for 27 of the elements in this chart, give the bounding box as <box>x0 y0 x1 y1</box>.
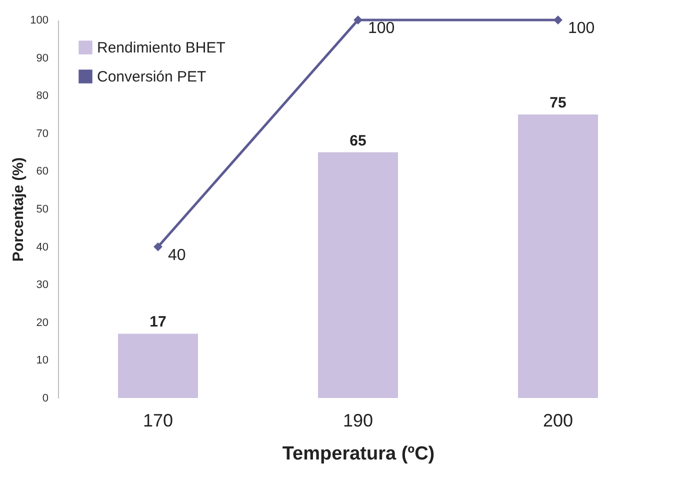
y-tick-label: 20 <box>36 316 48 329</box>
data-label: 17 <box>150 314 166 331</box>
data-label: 65 <box>350 132 366 150</box>
y-tick-label: 90 <box>36 52 48 64</box>
y-tick-label: 40 <box>36 241 48 254</box>
data-label: 75 <box>550 94 566 112</box>
y-tick-label: 30 <box>36 279 48 292</box>
x-axis-title: Temperatura (ºC) <box>282 444 435 464</box>
y-tick-label: 50 <box>36 204 48 216</box>
data-label: 40 <box>168 246 186 264</box>
data-label: 100 <box>568 20 595 37</box>
bar <box>118 334 198 398</box>
y-tick-label: 100 <box>30 14 48 26</box>
x-tick-label: 170 <box>142 410 174 430</box>
bar <box>518 114 598 398</box>
data-label: 100 <box>368 20 395 37</box>
y-tick-label: 10 <box>36 354 48 367</box>
legend-label: Conversión PET <box>97 68 206 86</box>
y-tick-label: 0 <box>42 392 48 404</box>
bar <box>318 152 398 398</box>
y-tick-label: 60 <box>36 166 48 178</box>
y-axis-title: Porcentaje (%) <box>10 157 28 262</box>
x-tick-label: 190 <box>342 410 374 430</box>
y-tick-label: 80 <box>36 90 48 102</box>
legend-label: Rendimiento BHET <box>97 40 226 56</box>
x-tick-label: 200 <box>542 410 574 430</box>
y-tick-label: 70 <box>36 128 48 140</box>
